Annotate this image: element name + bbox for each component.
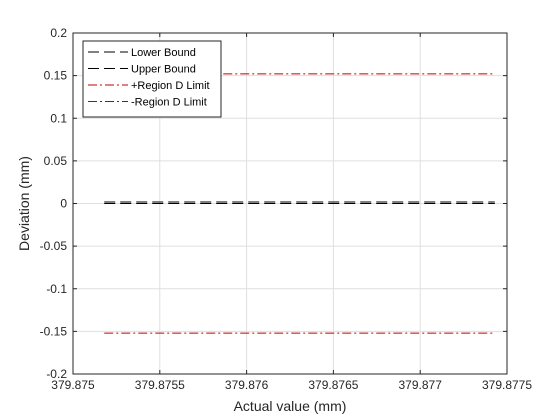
x-tick-label: 379.876 (225, 378, 269, 392)
y-axis-title: Deviation (mm) (16, 156, 32, 251)
series-lines (104, 73, 495, 334)
tick-marks (72, 32, 508, 375)
y-tick-label: -0.2 (46, 367, 67, 381)
x-axis-title: Actual value (mm) (234, 398, 347, 414)
legend-label: -Region D Limit (131, 97, 207, 109)
y-tick-label: 0.05 (44, 154, 68, 168)
legend-label: +Region D Limit (131, 80, 210, 92)
y-tick-label: -0.15 (40, 324, 68, 338)
x-tick-label: 379.8765 (308, 378, 358, 392)
y-tick-label: -0.05 (40, 239, 68, 253)
y-tick-label: 0.15 (44, 69, 68, 83)
y-tick-label: 0.2 (50, 26, 67, 40)
y-tick-label: 0 (60, 197, 67, 211)
legend-label: Upper Bound (131, 64, 196, 76)
x-tick-labels: 379.875 379.8755 379.876 379.8765 379.877 379… (51, 378, 532, 392)
x-tick-label: 379.8775 (482, 378, 532, 392)
legend-label: Lower Bound (131, 47, 196, 59)
x-tick-label: 379.877 (399, 378, 443, 392)
legend: Lower Bound Upper Bound +Region D Limit -Re… (82, 40, 222, 118)
y-tick-label: -0.1 (46, 282, 67, 296)
x-tick-label: 379.875 (51, 378, 95, 392)
x-tick-label: 379.8755 (135, 378, 185, 392)
legend-box (82, 40, 222, 118)
y-tick-label: 0.1 (50, 111, 67, 125)
y-tick-labels: 0.2 0.15 0.1 0.05 0 -0.05 -0.1 -0.15 -0.2 (40, 26, 68, 381)
